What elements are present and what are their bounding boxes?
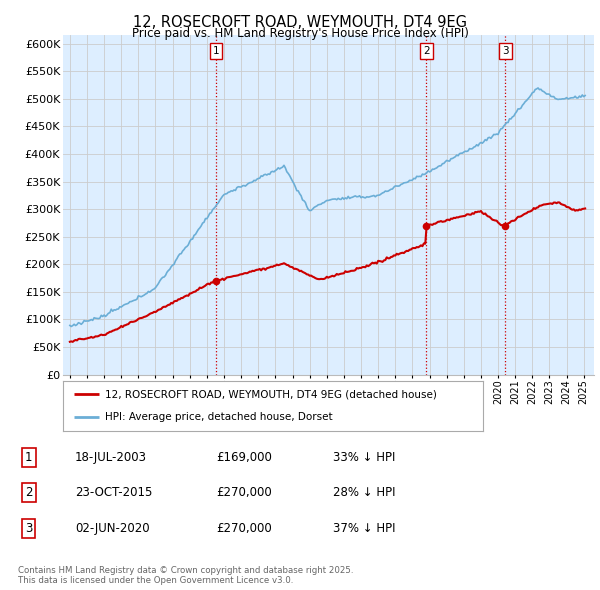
Text: HPI: Average price, detached house, Dorset: HPI: Average price, detached house, Dors… bbox=[105, 412, 332, 422]
Text: £270,000: £270,000 bbox=[216, 486, 272, 499]
Text: 37% ↓ HPI: 37% ↓ HPI bbox=[333, 522, 395, 535]
Text: £270,000: £270,000 bbox=[216, 522, 272, 535]
Text: 12, ROSECROFT ROAD, WEYMOUTH, DT4 9EG (detached house): 12, ROSECROFT ROAD, WEYMOUTH, DT4 9EG (d… bbox=[105, 389, 437, 399]
Text: 1: 1 bbox=[213, 45, 220, 55]
Text: 02-JUN-2020: 02-JUN-2020 bbox=[75, 522, 149, 535]
Text: 18-JUL-2003: 18-JUL-2003 bbox=[75, 451, 147, 464]
Text: Contains HM Land Registry data © Crown copyright and database right 2025.
This d: Contains HM Land Registry data © Crown c… bbox=[18, 566, 353, 585]
Text: 2: 2 bbox=[423, 45, 430, 55]
Text: £169,000: £169,000 bbox=[216, 451, 272, 464]
Text: 33% ↓ HPI: 33% ↓ HPI bbox=[333, 451, 395, 464]
Text: 3: 3 bbox=[25, 522, 32, 535]
Text: 28% ↓ HPI: 28% ↓ HPI bbox=[333, 486, 395, 499]
Text: 12, ROSECROFT ROAD, WEYMOUTH, DT4 9EG: 12, ROSECROFT ROAD, WEYMOUTH, DT4 9EG bbox=[133, 15, 467, 30]
Text: Price paid vs. HM Land Registry's House Price Index (HPI): Price paid vs. HM Land Registry's House … bbox=[131, 27, 469, 40]
Text: 23-OCT-2015: 23-OCT-2015 bbox=[75, 486, 152, 499]
Text: 3: 3 bbox=[502, 45, 509, 55]
Text: 2: 2 bbox=[25, 486, 32, 499]
Text: 1: 1 bbox=[25, 451, 32, 464]
